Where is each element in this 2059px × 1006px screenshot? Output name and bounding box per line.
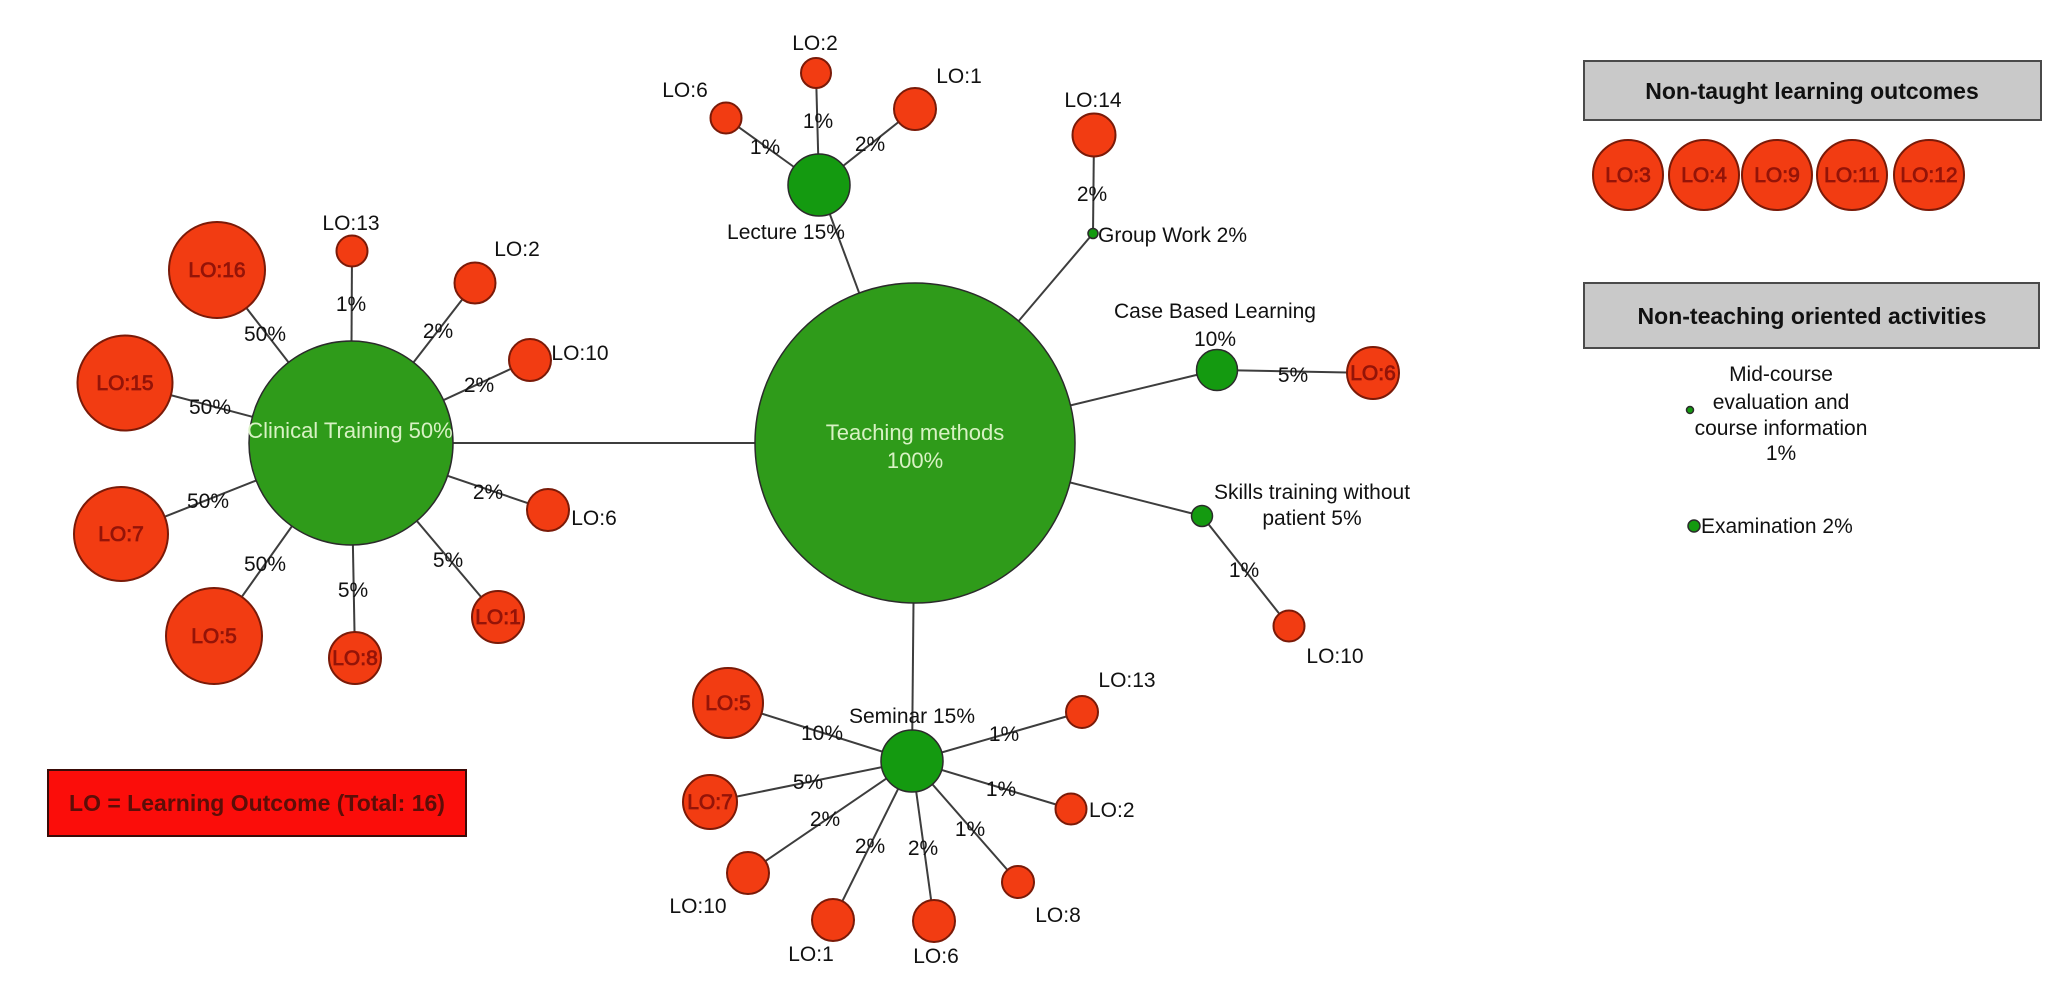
svg-text:LO:2: LO:2 xyxy=(494,238,540,261)
svg-text:Skills training without: Skills training without xyxy=(1214,481,1410,504)
svg-text:1%: 1% xyxy=(986,778,1016,801)
svg-text:10%: 10% xyxy=(801,722,843,745)
svg-text:LO:1: LO:1 xyxy=(788,943,834,966)
svg-text:LO:1: LO:1 xyxy=(475,606,521,629)
svg-text:50%: 50% xyxy=(189,396,231,419)
svg-text:2%: 2% xyxy=(473,481,503,504)
svg-text:patient 5%: patient 5% xyxy=(1262,507,1361,530)
svg-text:1%: 1% xyxy=(1229,559,1259,582)
svg-text:Non-taught learning outcomes: Non-taught learning outcomes xyxy=(1645,78,1979,104)
svg-text:Mid-course: Mid-course xyxy=(1729,363,1833,386)
svg-text:course information: course information xyxy=(1695,417,1868,440)
svg-text:LO:2: LO:2 xyxy=(1089,799,1135,822)
svg-text:LO:14: LO:14 xyxy=(1064,89,1122,112)
svg-text:50%: 50% xyxy=(244,553,286,576)
svg-text:LO:12: LO:12 xyxy=(1900,164,1957,187)
svg-text:LO:2: LO:2 xyxy=(792,32,838,55)
svg-text:10%: 10% xyxy=(1194,328,1236,351)
svg-text:Teaching methods: Teaching methods xyxy=(826,420,1005,445)
svg-text:LO:9: LO:9 xyxy=(1754,164,1800,187)
svg-text:2%: 2% xyxy=(855,835,885,858)
svg-text:5%: 5% xyxy=(793,771,823,794)
svg-text:LO:7: LO:7 xyxy=(687,791,733,814)
svg-text:Examination 2%: Examination 2% xyxy=(1701,515,1853,538)
svg-text:5%: 5% xyxy=(1278,364,1308,387)
svg-text:100%: 100% xyxy=(887,448,943,473)
svg-text:LO = Learning Outcome (Total:: LO = Learning Outcome (Total: 16) xyxy=(69,790,445,816)
svg-text:5%: 5% xyxy=(433,549,463,572)
svg-text:LO:8: LO:8 xyxy=(332,647,378,670)
svg-text:2%: 2% xyxy=(810,808,840,831)
svg-text:2%: 2% xyxy=(464,374,494,397)
svg-text:1%: 1% xyxy=(803,110,833,133)
svg-text:LO:6: LO:6 xyxy=(662,79,708,102)
svg-text:LO:7: LO:7 xyxy=(98,523,144,546)
svg-text:2%: 2% xyxy=(423,320,453,343)
svg-text:5%: 5% xyxy=(338,579,368,602)
svg-text:LO:3: LO:3 xyxy=(1605,164,1651,187)
svg-text:1%: 1% xyxy=(955,818,985,841)
svg-text:Lecture 15%: Lecture 15% xyxy=(727,221,845,244)
svg-text:LO:1: LO:1 xyxy=(936,65,982,88)
svg-text:Seminar 15%: Seminar 15% xyxy=(849,705,975,728)
svg-text:2%: 2% xyxy=(855,133,885,156)
svg-text:1%: 1% xyxy=(1766,442,1796,465)
svg-text:LO:6: LO:6 xyxy=(1350,362,1396,385)
svg-text:LO:6: LO:6 xyxy=(571,507,617,530)
svg-text:2%: 2% xyxy=(908,837,938,860)
svg-text:LO:5: LO:5 xyxy=(705,692,751,715)
svg-text:1%: 1% xyxy=(989,723,1019,746)
svg-text:LO:15: LO:15 xyxy=(96,372,153,395)
svg-text:2%: 2% xyxy=(1077,183,1107,206)
svg-text:LO:11: LO:11 xyxy=(1824,164,1880,187)
svg-text:LO:10: LO:10 xyxy=(551,342,608,365)
svg-text:LO:8: LO:8 xyxy=(1035,904,1081,927)
svg-text:Non-teaching oriented activiti: Non-teaching oriented activities xyxy=(1638,303,1987,329)
svg-text:Clinical Training 50%: Clinical Training 50% xyxy=(247,418,452,443)
svg-text:50%: 50% xyxy=(187,490,229,513)
svg-text:LO:6: LO:6 xyxy=(913,945,959,968)
svg-text:LO:16: LO:16 xyxy=(188,259,245,282)
svg-text:LO:13: LO:13 xyxy=(322,212,379,235)
svg-text:LO:4: LO:4 xyxy=(1681,164,1727,187)
svg-text:LO:13: LO:13 xyxy=(1098,669,1155,692)
svg-text:LO:5: LO:5 xyxy=(191,625,237,648)
svg-text:LO:10: LO:10 xyxy=(1306,645,1363,668)
svg-text:evaluation and: evaluation and xyxy=(1713,391,1850,414)
svg-text:50%: 50% xyxy=(244,323,286,346)
svg-text:LO:10: LO:10 xyxy=(669,895,726,918)
svg-text:Case Based Learning: Case Based Learning xyxy=(1114,300,1316,323)
svg-text:1%: 1% xyxy=(336,293,366,316)
svg-text:Group Work 2%: Group Work 2% xyxy=(1098,224,1247,247)
svg-text:1%: 1% xyxy=(750,136,780,159)
